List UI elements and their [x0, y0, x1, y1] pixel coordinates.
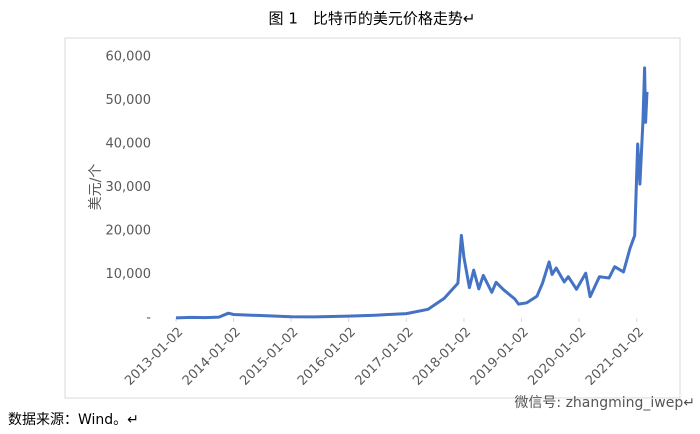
price-line — [175, 66, 649, 320]
chart-title: 图 1 比特币的美元价格走势↵ — [269, 10, 476, 28]
y-tick-label: 20,000 — [106, 224, 152, 239]
x-tick-label: 2017-01-02 — [353, 325, 417, 389]
x-tick-label: 2015-01-02 — [237, 325, 301, 389]
y-axis-label: 美元/个 — [88, 164, 104, 211]
x-tick-label: 2020-01-02 — [525, 325, 589, 389]
chart-frame — [64, 37, 681, 399]
x-tick-label: 2018-01-02 — [410, 325, 474, 389]
x-tick-label: 2019-01-02 — [468, 325, 532, 389]
watermark: 微信号: zhangming_iwep↵ — [514, 395, 695, 411]
y-tick-label: 10,000 — [106, 267, 152, 282]
y-tick-label: - — [146, 311, 151, 326]
y-tick-label: 60,000 — [106, 50, 152, 65]
y-tick-label: 40,000 — [106, 137, 152, 152]
source-note: 数据来源：Wind。↵ — [8, 412, 139, 428]
x-tick-label: 2021-01-02 — [583, 325, 647, 389]
y-tick-label: 30,000 — [106, 180, 152, 195]
y-tick-label: 50,000 — [106, 93, 152, 108]
x-tick-label: 2013-01-02 — [122, 325, 186, 389]
x-tick-label: 2014-01-02 — [180, 325, 244, 389]
x-tick-label: 2016-01-02 — [295, 325, 359, 389]
